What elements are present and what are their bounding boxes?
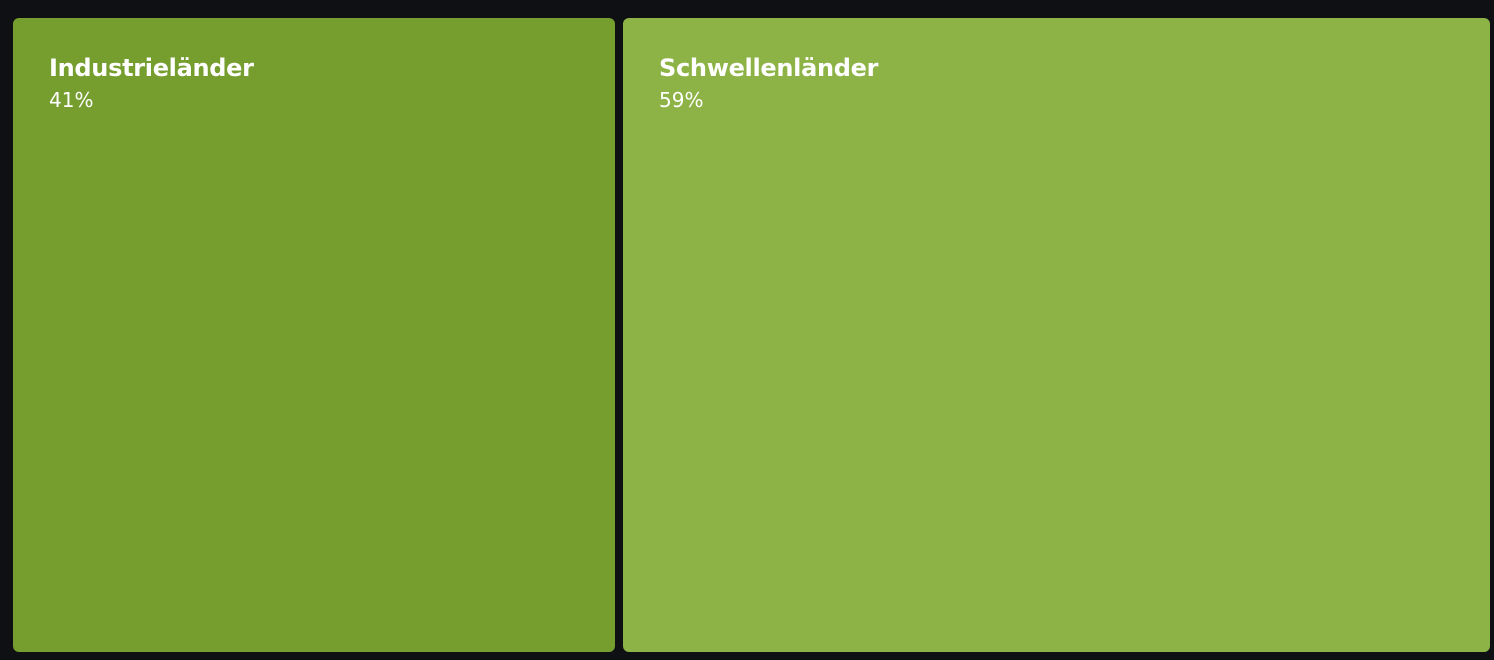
treemap-tile[interactable]: Industrieländer 41% — [13, 18, 615, 652]
treemap-tile[interactable]: Schwellenländer 59% — [623, 18, 1490, 652]
treemap-chart: Industrieländer 41% Schwellenländer 59% — [13, 18, 1490, 652]
tile-value-label: 59% — [659, 87, 704, 112]
tile-label: Industrieländer — [49, 54, 254, 82]
tile-label: Schwellenländer — [659, 54, 879, 82]
tile-value-label: 41% — [49, 87, 94, 112]
